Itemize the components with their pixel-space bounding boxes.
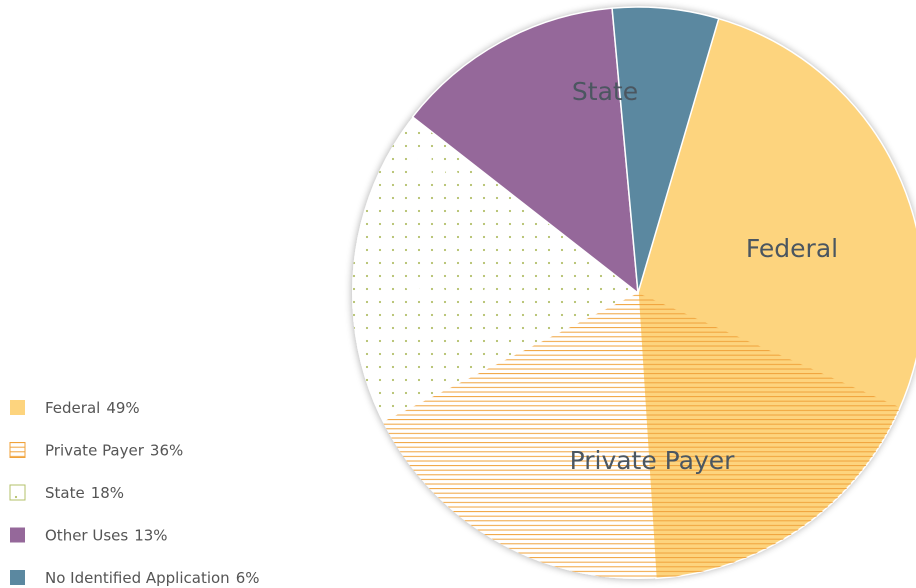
legend-name: Private Payer bbox=[45, 441, 145, 459]
legend-swatch-pattern bbox=[10, 442, 25, 458]
slice-labels: Federal Private Payer State Other Uses NIA bbox=[386, 77, 838, 475]
legend-swatch bbox=[10, 527, 25, 543]
legend-value: 13% bbox=[134, 526, 167, 544]
legend-name: Other Uses bbox=[45, 526, 128, 544]
slice-label: Federal bbox=[746, 234, 838, 263]
legend-swatch bbox=[10, 570, 25, 585]
legend-label: Private Payer 36% bbox=[45, 441, 183, 459]
pie-slice bbox=[382, 293, 901, 579]
legend-label: Other Uses 13% bbox=[45, 526, 168, 544]
slice-label: State bbox=[572, 77, 638, 106]
legend-swatch bbox=[10, 400, 25, 415]
legend-label: No Identified Application 6% bbox=[45, 569, 259, 587]
legend-value: 6% bbox=[236, 569, 260, 587]
legend-value: 49% bbox=[106, 399, 139, 417]
pie-slice bbox=[611, 6, 720, 294]
legend-name: Federal bbox=[45, 399, 100, 417]
legend-swatch-pattern bbox=[10, 485, 25, 500]
legend-value: 36% bbox=[150, 441, 183, 459]
slice-label: NIA bbox=[415, 152, 458, 181]
pie-slice bbox=[351, 116, 638, 422]
slice-label: Private Payer bbox=[570, 446, 736, 475]
legend-label: Federal 49% bbox=[45, 399, 140, 417]
legend: Federal 49% Private Payer 36% State 18% Other … bbox=[9, 399, 259, 587]
legend-value: 18% bbox=[91, 484, 124, 502]
slice-label: Other Uses bbox=[386, 277, 525, 306]
slices bbox=[351, 6, 916, 580]
pie-slice bbox=[411, 7, 639, 295]
legend-name: No Identified Application bbox=[45, 569, 230, 587]
legend-name: State bbox=[45, 484, 85, 502]
legend-label: State 18% bbox=[45, 484, 124, 502]
